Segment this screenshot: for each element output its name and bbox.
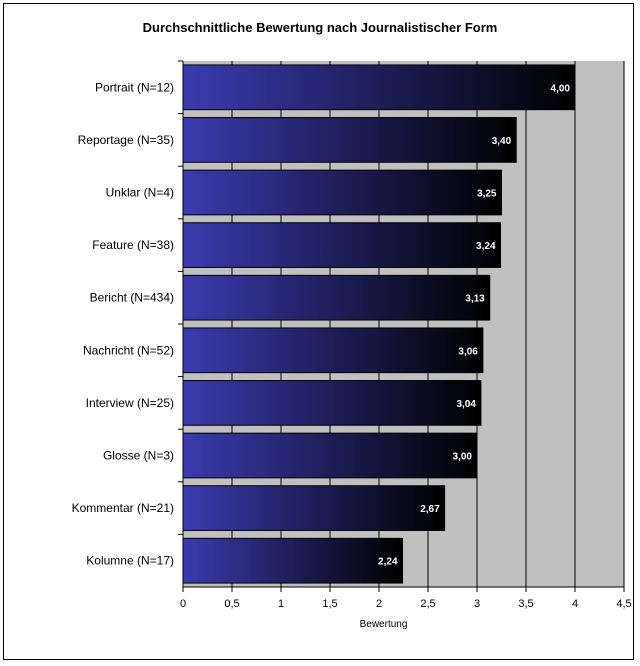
data-label: 3,06 bbox=[458, 346, 478, 357]
x-axis-label: Bewertung bbox=[360, 619, 408, 630]
bar bbox=[182, 169, 502, 216]
bar bbox=[182, 274, 491, 321]
category-label: Kolumne (N=17) bbox=[86, 554, 174, 568]
data-label: 3,04 bbox=[456, 399, 476, 410]
category-label: Kommentar (N=21) bbox=[72, 501, 174, 515]
bar bbox=[182, 537, 404, 584]
category-label: Reportage (N=35) bbox=[78, 133, 174, 147]
x-tick-label: 0 bbox=[180, 598, 186, 610]
x-tick-label: 1 bbox=[278, 598, 284, 610]
bar bbox=[182, 327, 484, 374]
data-label: 3,24 bbox=[476, 241, 496, 252]
data-label: 3,00 bbox=[453, 452, 473, 463]
bar bbox=[182, 117, 517, 163]
x-tick-label: 2 bbox=[376, 598, 382, 610]
x-tick-label: 1,5 bbox=[322, 598, 337, 610]
bar bbox=[182, 485, 446, 531]
data-label: 3,40 bbox=[492, 136, 512, 147]
x-tick-label: 2,5 bbox=[420, 598, 435, 610]
data-label: 2,24 bbox=[378, 557, 398, 568]
category-label: Interview (N=25) bbox=[86, 396, 174, 410]
category-label: Unklar (N=4) bbox=[106, 186, 174, 200]
x-tick-label: 3,5 bbox=[518, 598, 533, 610]
bar bbox=[182, 222, 502, 268]
category-label: Bericht (N=434) bbox=[90, 291, 174, 305]
chart-title: Durchschnittliche Bewertung nach Journal… bbox=[142, 20, 498, 35]
category-label: Feature (N=38) bbox=[92, 238, 174, 252]
bar bbox=[182, 64, 576, 111]
axes: 0 0,5 1 1,5 2 2,5 3 3,5 4 4,5 Portrait (N=12) Repor… bbox=[72, 60, 632, 610]
category-label: Glosse (N=3) bbox=[103, 449, 174, 463]
category-label: Portrait (N=12) bbox=[95, 80, 174, 94]
category-label: Nachricht (N=52) bbox=[83, 343, 174, 357]
bar bbox=[182, 380, 482, 426]
x-tick-label: 4,5 bbox=[616, 598, 631, 610]
x-tick-label: 4 bbox=[572, 598, 578, 610]
x-tick-label: 0,5 bbox=[224, 598, 239, 610]
data-label: 3,25 bbox=[477, 189, 497, 200]
bar bbox=[182, 432, 478, 479]
bars: 4,00 3,40 3,25 3,24 3,13 3,06 3,04 3,00 2,67 2,24 bbox=[182, 64, 576, 584]
x-tick-label: 3 bbox=[474, 598, 480, 610]
data-label: 2,67 bbox=[420, 504, 440, 515]
data-label: 3,13 bbox=[465, 294, 485, 305]
data-label: 4,00 bbox=[551, 83, 571, 94]
